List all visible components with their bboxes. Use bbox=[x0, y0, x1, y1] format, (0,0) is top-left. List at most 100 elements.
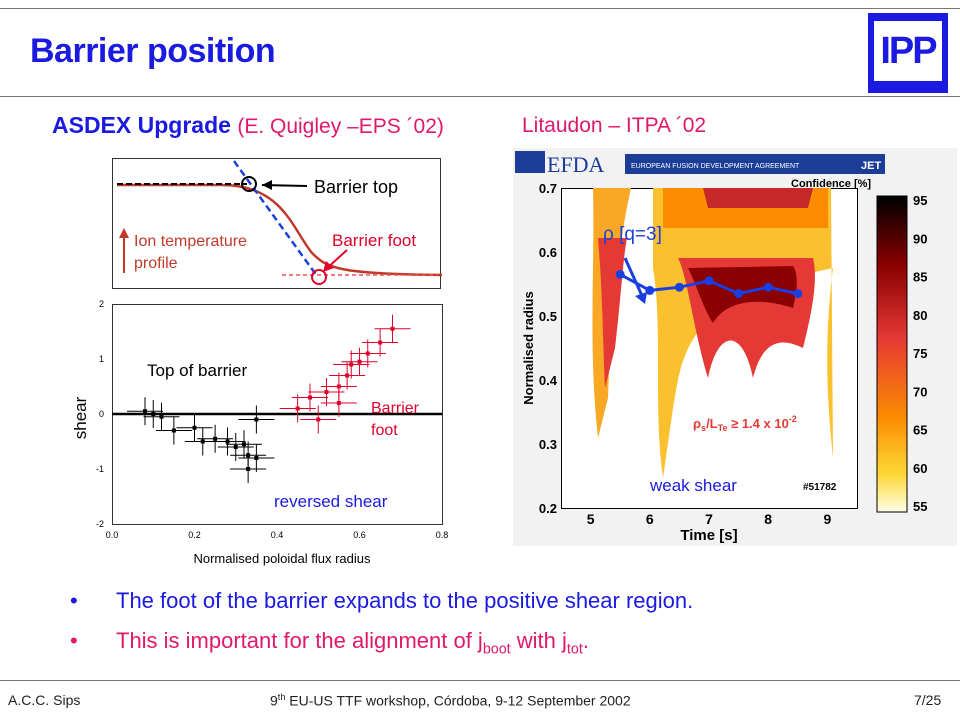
shear-axis-label: shear bbox=[71, 396, 90, 439]
barrier-foot-marker bbox=[311, 269, 327, 285]
footer-author: A.C.C. Sips bbox=[8, 692, 81, 708]
barrier-foot-annot-1: Barrier bbox=[371, 400, 420, 417]
data-point bbox=[378, 340, 383, 345]
q3-point bbox=[793, 289, 803, 299]
barrier-top-arrowhead bbox=[262, 180, 272, 190]
y-tick-label: -1 bbox=[96, 464, 104, 474]
footer-rule bbox=[0, 680, 960, 681]
shear-x-axis-label: Normalised poloidal flux radius bbox=[193, 551, 371, 566]
reversed-shear-label: reversed shear bbox=[274, 492, 388, 511]
q3-point bbox=[615, 269, 625, 279]
data-point bbox=[357, 359, 362, 364]
efda-logo-text: EFDA bbox=[547, 152, 605, 177]
data-point bbox=[151, 412, 156, 416]
left-heading: ASDEX Upgrade (E. Quigley –EPS ´02) bbox=[52, 112, 444, 139]
data-point bbox=[233, 445, 238, 449]
data-point bbox=[316, 417, 321, 422]
data-point bbox=[390, 326, 395, 331]
data-point bbox=[159, 414, 164, 419]
y-tick-label: -2 bbox=[96, 519, 104, 529]
x-tick-label: 0.4 bbox=[271, 530, 284, 540]
x-tick-label: 0.6 bbox=[353, 530, 366, 540]
ion-temp-label-2: profile bbox=[134, 255, 178, 272]
ipp-logo: IPP bbox=[868, 13, 948, 93]
barrier-top-marker bbox=[241, 176, 257, 192]
header-rule bbox=[0, 96, 960, 97]
data-point bbox=[171, 428, 176, 433]
data-point bbox=[349, 362, 354, 367]
data-point bbox=[308, 395, 312, 400]
q3-point bbox=[645, 285, 655, 295]
top-of-barrier-label: Top of barrier bbox=[147, 361, 247, 380]
bullet-2-text: This is important for the alignment of j… bbox=[116, 628, 589, 658]
radius-tick-label: 0.4 bbox=[539, 373, 558, 388]
y-tick-label: 2 bbox=[99, 299, 104, 309]
shot-number: #51782 bbox=[803, 482, 837, 493]
time-tick-label: 5 bbox=[587, 511, 595, 527]
q3-point bbox=[674, 282, 684, 292]
rhos-lte-label: ρs/LTe ≥ 1.4 x 10-2 bbox=[693, 414, 797, 433]
colorbar-tick-label: 70 bbox=[913, 384, 927, 399]
efda-banner-text: EUROPEAN FUSION DEVELOPMENT AGREEMENT bbox=[631, 163, 800, 170]
bullet-2-dot: • bbox=[70, 628, 78, 653]
data-point bbox=[225, 439, 230, 444]
colorbar bbox=[876, 195, 908, 513]
barrier-foot-annot-2: foot bbox=[371, 422, 398, 439]
shear-ticks: 0.0 0.2 0.4 0.6 0.8 2 1 0 -1 -2 bbox=[96, 299, 448, 540]
profile-frame bbox=[112, 158, 441, 289]
top-rule bbox=[0, 8, 960, 9]
time-tick-label: 7 bbox=[705, 511, 713, 527]
q3-points bbox=[615, 269, 803, 299]
ion-temp-arrowhead bbox=[119, 228, 129, 238]
quigley-citation: (E. Quigley –EPS ´02) bbox=[237, 115, 444, 138]
x-tick-label: 0.8 bbox=[436, 530, 449, 540]
ion-temperature-profile-figure: Barrier top Barrier foot Ion temperature… bbox=[112, 158, 442, 289]
data-point bbox=[242, 442, 246, 447]
rho-q3-label: ρ [q=3] bbox=[603, 224, 662, 245]
asdex-label: ASDEX Upgrade bbox=[52, 112, 231, 138]
q3-point bbox=[704, 276, 714, 286]
data-point bbox=[365, 351, 370, 356]
rho-arrow bbox=[623, 257, 645, 299]
data-point bbox=[336, 384, 341, 389]
colorbar-tick-label: 60 bbox=[913, 461, 927, 476]
bullet-1-text: The foot of the barrier expands to the p… bbox=[116, 588, 694, 613]
shear-points bbox=[127, 314, 411, 483]
colorbar-tick-label: 65 bbox=[913, 423, 927, 438]
barrier-foot-arrowhead bbox=[323, 261, 334, 272]
heatmap-ticks: 5 6 7 8 9 0.7 0.6 0.5 0.4 0.3 0.2 bbox=[539, 181, 832, 527]
data-point bbox=[213, 436, 218, 441]
colorbar-tick-label: 80 bbox=[913, 308, 927, 323]
time-tick-label: 8 bbox=[764, 511, 772, 527]
rho-arrowhead bbox=[635, 292, 647, 304]
radius-tick-label: 0.6 bbox=[539, 245, 557, 260]
barrier-foot-label: Barrier foot bbox=[332, 231, 416, 250]
data-point bbox=[192, 425, 197, 430]
colorbar-tick-label: 55 bbox=[913, 499, 927, 514]
page-title: Barrier position bbox=[30, 32, 276, 70]
colorbar-tick-label: 75 bbox=[913, 346, 927, 361]
colorbar-ticks: 95 90 85 80 75 70 65 60 55 bbox=[913, 193, 927, 514]
radius-tick-label: 0.5 bbox=[539, 309, 557, 324]
data-point bbox=[143, 409, 147, 414]
data-point bbox=[345, 373, 350, 378]
data-point bbox=[246, 467, 251, 471]
gradient-dashed-line bbox=[232, 160, 319, 277]
q3-point bbox=[734, 289, 744, 299]
efda-banner bbox=[625, 154, 885, 174]
radius-tick-label: 0.3 bbox=[539, 437, 557, 452]
y-tick-label: 1 bbox=[99, 354, 104, 364]
barrier-top-label: Barrier top bbox=[314, 177, 398, 197]
jet-logo-text: JET bbox=[861, 160, 881, 172]
q3-point bbox=[763, 282, 773, 292]
weak-shear-label: weak shear bbox=[649, 476, 737, 495]
x-tick-label: 0.2 bbox=[188, 530, 201, 540]
ion-temp-label-1: Ion temperature bbox=[134, 233, 247, 250]
bullet-1-dot: • bbox=[70, 588, 78, 613]
radius-tick-label: 0.7 bbox=[539, 181, 557, 196]
colorbar-tick-label: 85 bbox=[913, 270, 927, 285]
data-point bbox=[336, 401, 341, 405]
footer-page-number: 7/25 bbox=[914, 692, 942, 708]
data-point bbox=[324, 390, 329, 394]
time-tick-label: 9 bbox=[824, 511, 832, 527]
